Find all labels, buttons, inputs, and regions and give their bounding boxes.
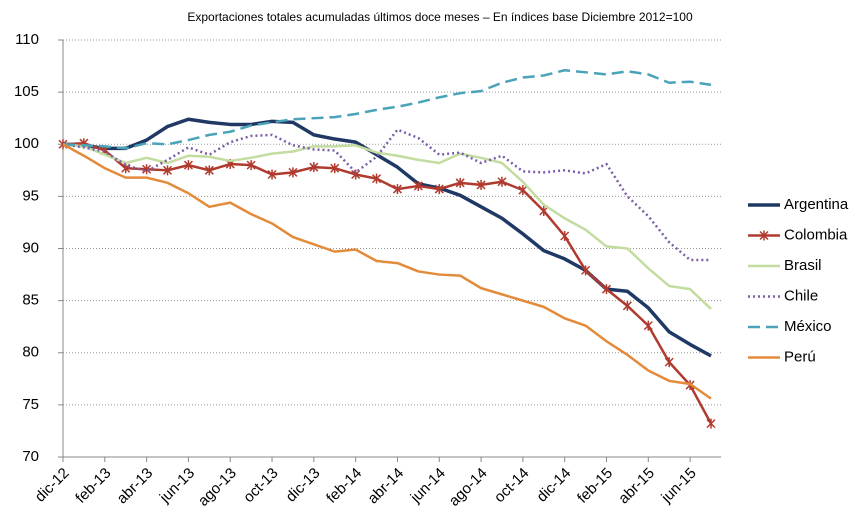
- series-marker: [392, 184, 402, 195]
- series-marker: [413, 180, 423, 191]
- series-marker: [455, 177, 465, 188]
- legend-label: Argentina: [784, 196, 849, 213]
- y-tick-label: 95: [22, 187, 39, 204]
- y-tick-label: 80: [22, 344, 39, 361]
- series-marker: [560, 230, 570, 241]
- x-tick-label: jun-15: [658, 465, 700, 507]
- series-marker: [267, 169, 277, 180]
- series-marker: [622, 300, 632, 311]
- series-marker: [330, 163, 340, 174]
- y-tick-label: 85: [22, 292, 39, 309]
- series-marker: [664, 357, 674, 368]
- legend-label: Chile: [784, 287, 818, 304]
- series-marker: [518, 185, 528, 196]
- legend-label: Perú: [784, 348, 816, 365]
- series-marker: [581, 265, 591, 276]
- series-marker: [539, 205, 549, 216]
- x-tick-label: dic-13: [283, 465, 324, 506]
- series-line: [62, 143, 712, 400]
- x-tick-label: abr-13: [114, 465, 157, 508]
- series-marker: [183, 160, 193, 171]
- y-tick-label: 100: [14, 135, 39, 152]
- x-tick-label: ago-13: [195, 465, 240, 510]
- series-line: [62, 68, 712, 150]
- x-tick-label: oct-14: [491, 465, 533, 507]
- legend-marker: [759, 230, 769, 241]
- x-tick-label: feb-15: [574, 465, 616, 507]
- series-line: [62, 143, 712, 310]
- x-tick-label: jun-13: [156, 465, 198, 507]
- series-marker: [246, 160, 256, 171]
- x-tick-label: dic-14: [533, 465, 574, 506]
- y-tick-label: 110: [15, 31, 39, 48]
- legend-label: México: [784, 318, 832, 335]
- y-tick-label: 105: [14, 83, 39, 100]
- x-tick-label: feb-14: [323, 465, 365, 507]
- series-marker: [162, 165, 173, 176]
- series-marker: [601, 284, 612, 295]
- x-tick-label: abr-15: [615, 465, 658, 508]
- series-line: [62, 141, 713, 425]
- series-marker: [706, 418, 716, 429]
- y-tick-label: 75: [22, 396, 39, 413]
- y-tick-label: 90: [22, 239, 39, 256]
- x-tick-label: abr-14: [364, 465, 407, 508]
- chart-title: Exportaciones totales acumuladas últimos…: [187, 10, 693, 24]
- legend-label: Brasil: [784, 257, 822, 274]
- series-marker: [434, 184, 444, 195]
- series-marker: [497, 176, 507, 187]
- series-marker: [643, 320, 653, 331]
- series-marker: [309, 162, 319, 173]
- series-marker: [204, 165, 214, 176]
- x-tick-label: oct-13: [240, 465, 282, 507]
- x-tick-label: dic-12: [32, 465, 73, 506]
- x-tick-label: feb-13: [72, 465, 114, 507]
- y-tick-label: 70: [22, 448, 39, 465]
- legend-label: Colombia: [784, 226, 848, 243]
- x-tick-label: jun-14: [407, 465, 449, 507]
- series-line: [62, 128, 711, 262]
- x-tick-label: ago-14: [446, 465, 491, 510]
- series-marker: [288, 167, 298, 178]
- series-marker: [476, 179, 486, 190]
- series-marker: [142, 164, 152, 175]
- series-marker: [372, 173, 382, 184]
